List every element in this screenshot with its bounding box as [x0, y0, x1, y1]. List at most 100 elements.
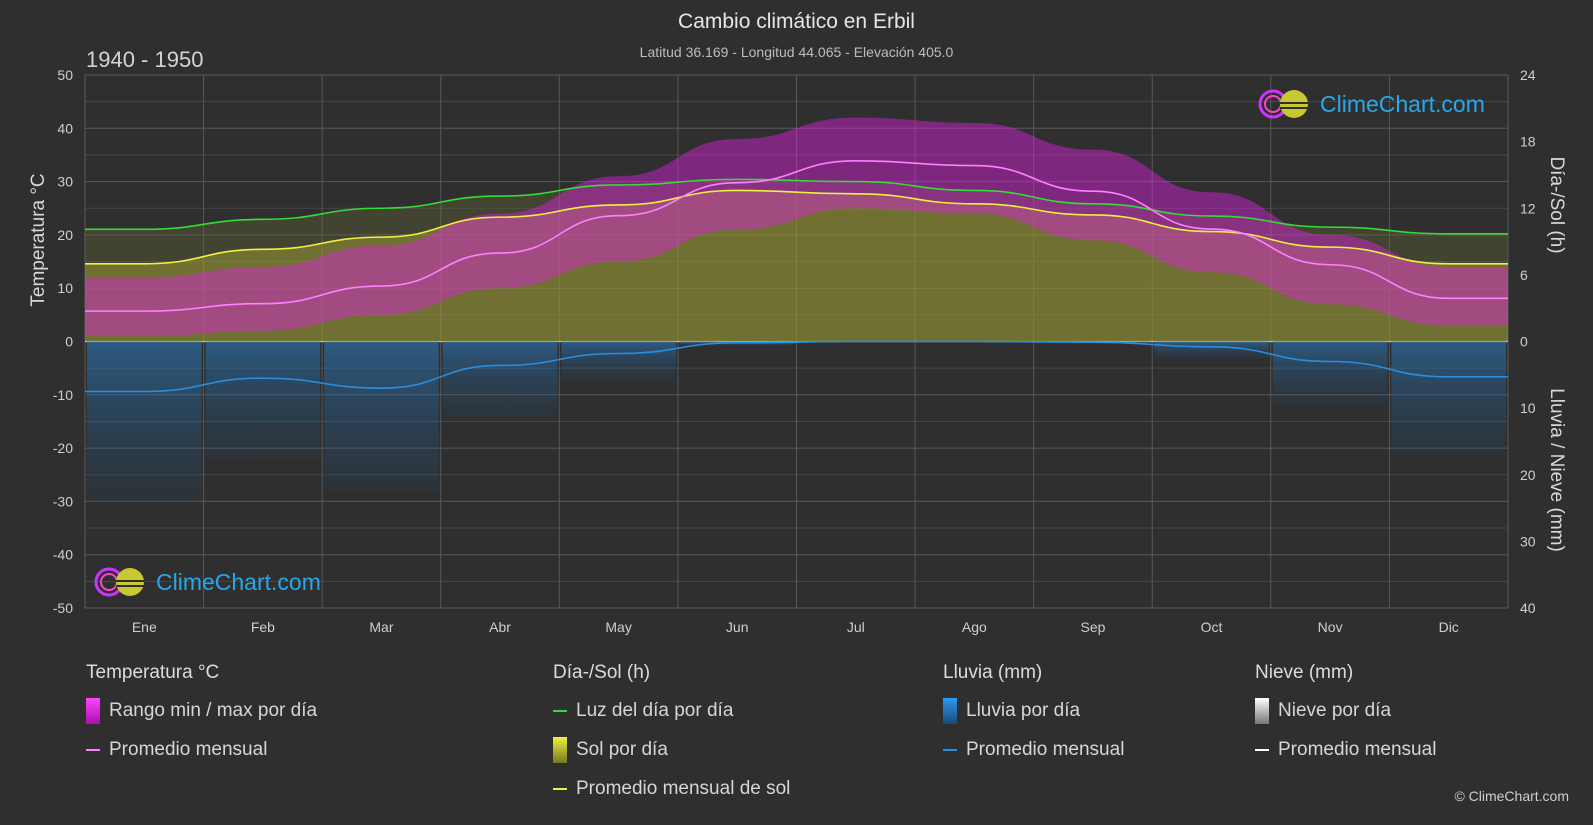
legend-label: Sol por día: [576, 739, 668, 760]
temp-range-area: [85, 117, 1508, 337]
y-right-bottom-tick-label: 20: [1520, 467, 1536, 483]
legend-temp-range: Rango min / max por día: [86, 698, 317, 724]
y-left-tick-label: 40: [57, 120, 73, 136]
legend-rain: Lluvia (mm) Lluvia por día Promedio mens…: [943, 662, 1124, 776]
x-tick-label: Dic: [1439, 619, 1459, 635]
y-left-tick-label: 0: [65, 334, 73, 350]
x-tick-label: Abr: [489, 619, 511, 635]
rain-bar: [324, 341, 439, 491]
daylight-line: [84, 178, 1509, 235]
y-right-bottom-tick-label: 40: [1520, 600, 1536, 616]
sun-avg-line: [84, 189, 1508, 265]
climechart-logo-icon: [94, 567, 144, 597]
snow-swatch: [1255, 698, 1269, 724]
legend-label: Nieve por día: [1278, 700, 1392, 721]
y-right-top-tick-label: 18: [1520, 134, 1536, 150]
y-right-top-tick-label: 6: [1520, 267, 1528, 283]
legend-snow: Nieve (mm) Nieve por día Promedio mensua…: [1255, 662, 1436, 776]
x-tick-label: Sep: [1080, 619, 1105, 635]
x-tick-label: Jun: [726, 619, 749, 635]
y-axis-left-label: Temperatura °C: [28, 173, 49, 306]
chart-title: Cambio climático en Erbil: [678, 10, 915, 33]
legend-snow-head: Nieve (mm): [1255, 662, 1354, 683]
y-left-tick-label: 50: [57, 67, 73, 83]
x-tick-label: Nov: [1318, 619, 1343, 635]
rain-bar: [1272, 341, 1388, 406]
y-right-top-tick-label: 0: [1520, 334, 1528, 350]
y-right-bottom-tick-label: 10: [1520, 400, 1536, 416]
y-left-tick-label: -30: [53, 493, 73, 509]
legend-temp-avg: Promedio mensual: [86, 737, 317, 763]
chart-subtitle: Latitud 36.169 - Longitud 44.065 - Eleva…: [639, 44, 954, 60]
temp-avg-swatch: [86, 749, 100, 751]
rain-bar: [87, 341, 202, 502]
grid: [84, 74, 1509, 609]
period-label: 1940 - 1950: [86, 47, 204, 72]
x-tick-label: May: [605, 619, 631, 635]
logo-bottom-left[interactable]: ClimeChart.com: [94, 566, 321, 598]
x-tick-label: Feb: [251, 619, 275, 635]
daylight-swatch: [553, 710, 567, 712]
rain-swatch: [943, 698, 957, 724]
sun-avg-swatch: [553, 788, 567, 790]
logo-text: ClimeChart.com: [156, 568, 321, 595]
y-left-tick-label: -40: [53, 547, 73, 563]
y-right-top-tick-label: 24: [1520, 67, 1536, 83]
y-right-bottom-tick-label: 30: [1520, 533, 1536, 549]
legend-label: Luz del día por día: [576, 700, 734, 721]
legend-label: Promedio mensual: [109, 739, 268, 760]
copyright: © ClimeChart.com: [1454, 788, 1569, 804]
sun-swatch: [553, 737, 567, 763]
legend-snow-avg: Promedio mensual: [1255, 737, 1436, 763]
y-axis-right-top-label: Día-/Sol (h): [1546, 156, 1567, 253]
legend-snow-day: Nieve por día: [1255, 698, 1436, 724]
rain-avg-line: [84, 340, 1508, 393]
y-left-tick-label: 10: [57, 280, 73, 296]
y-left-tick-label: 30: [57, 174, 73, 190]
legend-sun: Sol por día: [553, 737, 790, 763]
y-axis-right-bottom-label: Lluvia / Nieve (mm): [1546, 388, 1567, 552]
rain-bar: [1391, 341, 1506, 455]
legend-daysun: Día-/Sol (h) Luz del día por día Sol por…: [553, 662, 790, 815]
x-tick-label: Jul: [847, 619, 865, 635]
snow-avg-swatch: [1255, 749, 1269, 751]
legend-rain-avg: Promedio mensual: [943, 737, 1124, 763]
rain-bar: [442, 341, 558, 419]
legend-label: Promedio mensual: [1278, 739, 1437, 760]
daylight-area-fill: [85, 179, 1508, 342]
y-left-tick-label: -10: [53, 387, 73, 403]
x-tick-label: Oct: [1201, 619, 1223, 635]
temp-range-swatch: [86, 698, 100, 724]
temp-avg-line: [85, 160, 1508, 312]
legend-sun-avg: Promedio mensual de sol: [553, 776, 790, 802]
rain-bar: [205, 341, 321, 459]
sun-area: [85, 179, 1508, 342]
rain-bars: [87, 341, 1506, 502]
y-left-tick-label: 20: [57, 227, 73, 243]
logo-text: ClimeChart.com: [1320, 90, 1485, 117]
y-left-tick-label: -20: [53, 440, 73, 456]
legend-daylight: Luz del día por día: [553, 698, 790, 724]
x-tick-label: Mar: [369, 619, 393, 635]
legend-label: Promedio mensual: [966, 739, 1125, 760]
tick-labels: 50 40 30 20 10 0 -10 -20 -30 -40 -50 24 18 12 6 0 10 20 30…: [53, 67, 1536, 635]
sun-area-fill: [85, 190, 1508, 342]
logo-top-right[interactable]: ClimeChart.com: [1258, 88, 1485, 120]
climechart-logo-icon: [1258, 89, 1308, 119]
y-left-tick-label: -50: [53, 600, 73, 616]
x-tick-label: Ago: [962, 619, 987, 635]
rain-bar: [561, 341, 676, 380]
y-right-top-tick-label: 12: [1520, 200, 1536, 216]
legend-daysun-head: Día-/Sol (h): [553, 662, 651, 683]
legend-temperature-head: Temperatura °C: [86, 662, 220, 683]
legend-label: Lluvia por día: [966, 700, 1081, 721]
climate-chart: 50 40 30 20 10 0 -10 -20 -30 -40 -50 24 18 12 6 0 10 20 30…: [28, 67, 1567, 635]
legend-rain-head: Lluvia (mm): [943, 662, 1043, 683]
legend-label: Rango min / max por día: [109, 700, 318, 721]
temp-range-fill: [85, 117, 1508, 337]
legend-label: Promedio mensual de sol: [576, 778, 791, 799]
legend-rain-day: Lluvia por día: [943, 698, 1124, 724]
series-lines: [84, 160, 1509, 393]
legend-temperature: Temperatura °C Rango min / max por día P…: [86, 662, 317, 776]
x-tick-label: Ene: [132, 619, 157, 635]
